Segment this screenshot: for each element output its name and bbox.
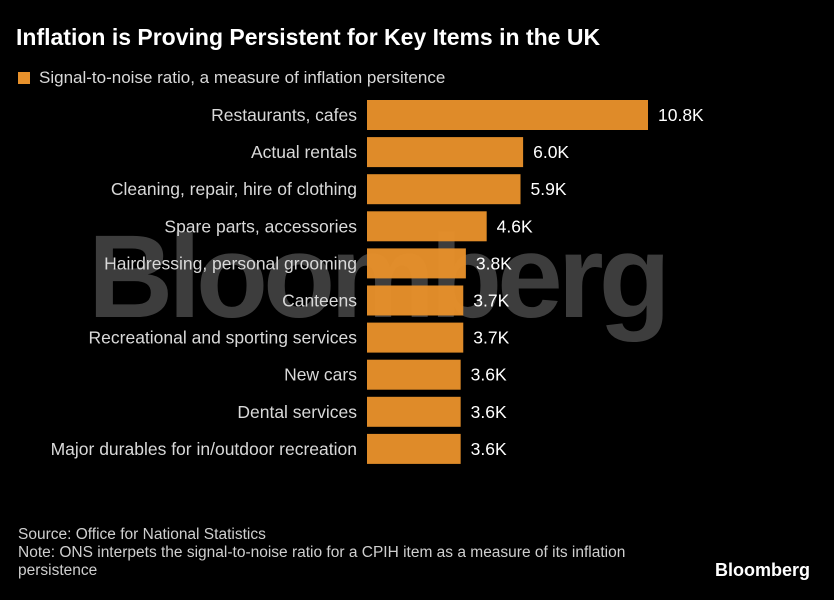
data-label: 10.8K xyxy=(658,105,704,125)
category-label: New cars xyxy=(284,365,357,385)
data-label: 3.6K xyxy=(471,439,507,459)
category-label: Restaurants, cafes xyxy=(211,105,357,125)
data-label: 3.7K xyxy=(473,291,509,311)
category-label: Cleaning, repair, hire of clothing xyxy=(111,179,357,199)
data-label: 3.6K xyxy=(471,402,507,422)
bar xyxy=(367,359,461,390)
data-label: 3.7K xyxy=(473,328,509,348)
data-label: 6.0K xyxy=(533,142,569,162)
bar xyxy=(367,174,521,205)
source-note: Source: Office for National Statistics xyxy=(18,526,266,543)
methodology-note: Note: ONS interpets the signal-to-noise … xyxy=(18,544,626,579)
data-label: 5.9K xyxy=(531,179,567,199)
data-label: 3.8K xyxy=(476,253,512,273)
category-label: Hairdressing, personal grooming xyxy=(104,253,357,273)
chart-title: Inflation is Proving Persistent for Key … xyxy=(16,24,601,50)
category-label: Dental services xyxy=(237,402,357,422)
category-label: Spare parts, accessories xyxy=(164,216,357,236)
bloomberg-logo: Bloomberg xyxy=(714,560,810,580)
category-label: Major durables for in/outdoor recreation xyxy=(51,439,357,459)
bar xyxy=(367,248,466,279)
data-label: 4.6K xyxy=(497,216,533,236)
chart-footer: Source: Office for National Statistics N… xyxy=(18,526,658,580)
bar xyxy=(367,137,524,168)
chart-legend: Signal-to-noise ratio, a measure of infl… xyxy=(18,68,445,88)
bar xyxy=(367,285,464,316)
legend-label: Signal-to-noise ratio, a measure of infl… xyxy=(39,68,446,87)
category-label: Canteens xyxy=(282,291,357,311)
category-label: Actual rentals xyxy=(251,142,357,162)
data-label: 3.6K xyxy=(471,365,507,385)
bar xyxy=(367,433,461,464)
bar xyxy=(367,211,487,242)
category-label: Recreational and sporting services xyxy=(89,328,358,348)
legend-swatch xyxy=(18,72,30,84)
bar xyxy=(367,396,461,427)
bar xyxy=(367,100,648,130)
bar xyxy=(367,322,464,353)
